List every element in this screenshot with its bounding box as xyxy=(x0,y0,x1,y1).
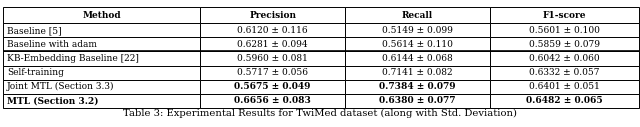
Text: Joint MTL (Section 3.3): Joint MTL (Section 3.3) xyxy=(7,82,115,91)
Bar xyxy=(345,66,490,80)
Text: Baseline [5]: Baseline [5] xyxy=(7,26,61,35)
Bar xyxy=(345,94,490,108)
Text: 0.5614 ± 0.110: 0.5614 ± 0.110 xyxy=(382,40,453,49)
Text: F1-score: F1-score xyxy=(543,11,586,20)
Bar xyxy=(490,51,639,66)
Text: 0.6144 ± 0.068: 0.6144 ± 0.068 xyxy=(382,54,453,63)
Text: 0.7141 ± 0.082: 0.7141 ± 0.082 xyxy=(382,68,453,77)
Bar xyxy=(3,7,200,23)
Bar xyxy=(3,51,200,66)
Text: 0.5601 ± 0.100: 0.5601 ± 0.100 xyxy=(529,26,600,35)
Bar xyxy=(200,94,345,108)
Text: MTL (Section 3.2): MTL (Section 3.2) xyxy=(7,96,99,105)
Bar xyxy=(345,23,490,37)
Bar xyxy=(3,37,200,51)
Text: 0.7384 ± 0.079: 0.7384 ± 0.079 xyxy=(380,82,456,91)
Text: Self-training: Self-training xyxy=(7,68,64,77)
Bar xyxy=(200,37,345,51)
Text: 0.6482 ± 0.065: 0.6482 ± 0.065 xyxy=(526,96,603,105)
Text: Recall: Recall xyxy=(402,11,433,20)
Bar xyxy=(490,94,639,108)
Text: 0.5859 ± 0.079: 0.5859 ± 0.079 xyxy=(529,40,600,49)
Bar xyxy=(345,80,490,94)
Bar xyxy=(200,23,345,37)
Text: 0.6380 ± 0.077: 0.6380 ± 0.077 xyxy=(380,96,456,105)
Text: 0.5717 ± 0.056: 0.5717 ± 0.056 xyxy=(237,68,308,77)
Bar xyxy=(345,37,490,51)
Text: 0.6281 ± 0.094: 0.6281 ± 0.094 xyxy=(237,40,308,49)
Bar xyxy=(490,37,639,51)
Text: 0.5960 ± 0.081: 0.5960 ± 0.081 xyxy=(237,54,308,63)
Text: 0.6120 ± 0.116: 0.6120 ± 0.116 xyxy=(237,26,308,35)
Bar xyxy=(490,23,639,37)
Bar xyxy=(200,80,345,94)
Bar xyxy=(200,51,345,66)
Text: 0.6401 ± 0.051: 0.6401 ± 0.051 xyxy=(529,82,600,91)
Text: Table 3: Experimental Results for TwiMed dataset (along with Std. Deviation): Table 3: Experimental Results for TwiMed… xyxy=(123,109,517,118)
Bar xyxy=(3,66,200,80)
Text: 0.5149 ± 0.099: 0.5149 ± 0.099 xyxy=(382,26,453,35)
Text: 0.5675 ± 0.049: 0.5675 ± 0.049 xyxy=(234,82,311,91)
Bar xyxy=(345,51,490,66)
Bar xyxy=(3,80,200,94)
Bar xyxy=(200,7,345,23)
Bar xyxy=(3,23,200,37)
Text: KB-Embedding Baseline [22]: KB-Embedding Baseline [22] xyxy=(7,54,139,63)
Text: 0.6332 ± 0.057: 0.6332 ± 0.057 xyxy=(529,68,600,77)
Text: Method: Method xyxy=(83,11,121,20)
Bar xyxy=(490,7,639,23)
Text: Baseline with adam: Baseline with adam xyxy=(7,40,97,49)
Bar xyxy=(345,7,490,23)
Bar xyxy=(3,94,200,108)
Text: 0.6042 ± 0.060: 0.6042 ± 0.060 xyxy=(529,54,600,63)
Bar xyxy=(490,80,639,94)
Text: Precision: Precision xyxy=(249,11,296,20)
Text: 0.6656 ± 0.083: 0.6656 ± 0.083 xyxy=(234,96,311,105)
Bar xyxy=(200,66,345,80)
Bar xyxy=(490,66,639,80)
